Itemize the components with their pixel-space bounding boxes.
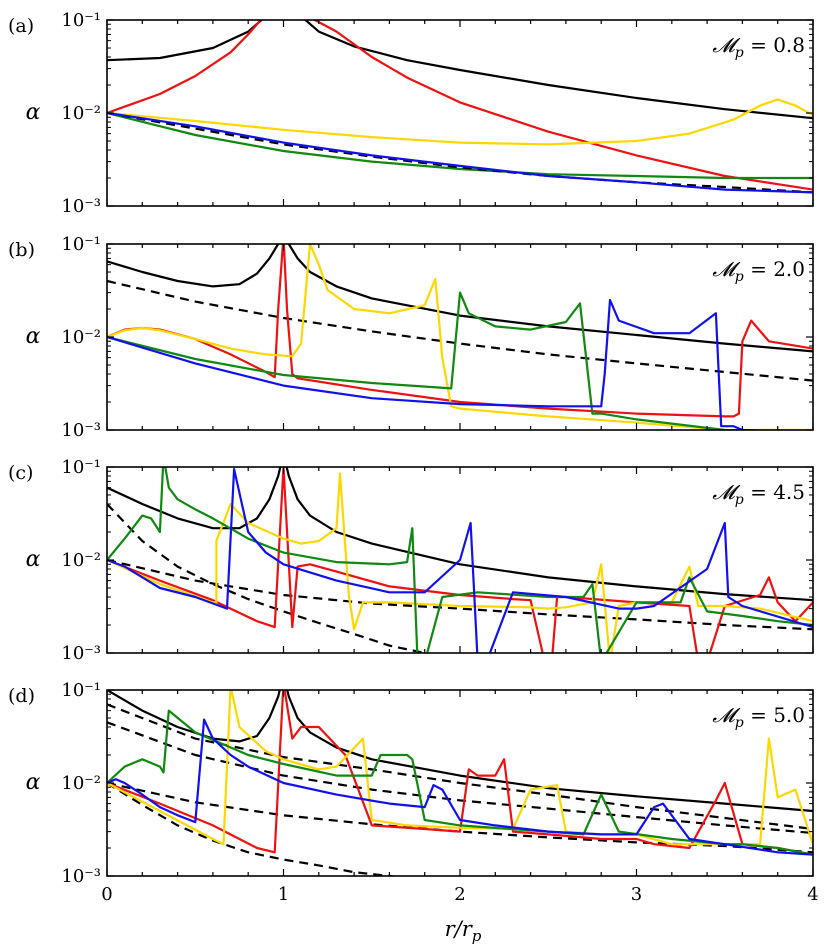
- x-tick-label: 2: [454, 884, 465, 905]
- x-tick-label: 4: [807, 884, 818, 905]
- series-gold: [107, 98, 813, 146]
- x-axis-label: r/rp: [445, 917, 482, 945]
- panel-b: 10⁻³ 10⁻² 10⁻¹ (b) α 𝓜p = 2.0: [8, 234, 814, 441]
- series-black-dashed-4: [107, 782, 399, 876]
- y-axis-label: α: [26, 100, 41, 125]
- series-red: [107, 690, 813, 856]
- panel-a: 10⁻³ 10⁻² 10⁻¹ (a) α 𝓜p = 0.8: [8, 10, 814, 217]
- series-black-dashed-2: [107, 721, 813, 835]
- y-tick-label: 10⁻¹: [61, 680, 101, 701]
- panel-label: (d): [8, 685, 35, 707]
- series-red: [107, 467, 813, 653]
- x-tick-label: 3: [631, 884, 642, 905]
- series-blue: [107, 468, 813, 653]
- y-tick-label: 10⁻²: [61, 550, 101, 571]
- y-tick-label: 10⁻³: [61, 420, 101, 441]
- series-black-dashed: [107, 279, 813, 382]
- y-tick-label: 10⁻²: [61, 103, 101, 124]
- series-black-dashed: [107, 111, 813, 194]
- mach-annotation: 𝓜p = 4.5: [712, 480, 805, 508]
- x-tick-label: 1: [278, 884, 289, 905]
- mach-annotation: 𝓜p = 5.0: [712, 703, 805, 731]
- y-axis-label: α: [26, 770, 41, 795]
- y-tick-label: 10⁻³: [61, 643, 101, 664]
- series-black-dashed-1: [107, 703, 813, 831]
- panel-label: (a): [8, 15, 34, 37]
- series-red: [107, 244, 813, 418]
- series-black-solid: [107, 20, 813, 120]
- series-black-dashed-2: [107, 558, 813, 631]
- panel-c: 10⁻³ 10⁻² 10⁻¹ (c) α 𝓜p = 4.5: [8, 457, 814, 664]
- series-blue: [107, 298, 780, 430]
- series-gold: [107, 244, 813, 430]
- mach-annotation: 𝓜p = 2.0: [712, 257, 805, 285]
- series-green: [107, 291, 772, 430]
- series-red: [107, 20, 813, 191]
- mach-annotation: 𝓜p = 0.8: [712, 33, 805, 61]
- y-tick-label: 10⁻¹: [61, 10, 101, 31]
- series-black-dashed: [107, 503, 425, 653]
- y-tick-label: 10⁻²: [61, 327, 101, 348]
- x-tick-label: 0: [101, 884, 112, 905]
- series-black-solid: [107, 467, 813, 602]
- y-tick-label: 10⁻³: [61, 866, 101, 887]
- panel-d: 10⁻³ 10⁻² 10⁻¹ 0 1 2 3 4 (d) α 𝓜p = 5.0: [8, 680, 819, 905]
- y-tick-label: 10⁻²: [61, 773, 101, 794]
- series-blue: [107, 718, 813, 856]
- y-tick-label: 10⁻¹: [61, 457, 101, 478]
- y-axis-label: α: [26, 547, 41, 572]
- panel-label: (b): [8, 239, 35, 261]
- series-green: [107, 111, 813, 180]
- series-blue: [107, 111, 813, 194]
- y-tick-label: 10⁻³: [61, 196, 101, 217]
- panel-label: (c): [8, 462, 33, 484]
- series-green: [107, 467, 813, 653]
- y-axis-label: α: [26, 324, 41, 349]
- y-tick-label: 10⁻¹: [61, 234, 101, 255]
